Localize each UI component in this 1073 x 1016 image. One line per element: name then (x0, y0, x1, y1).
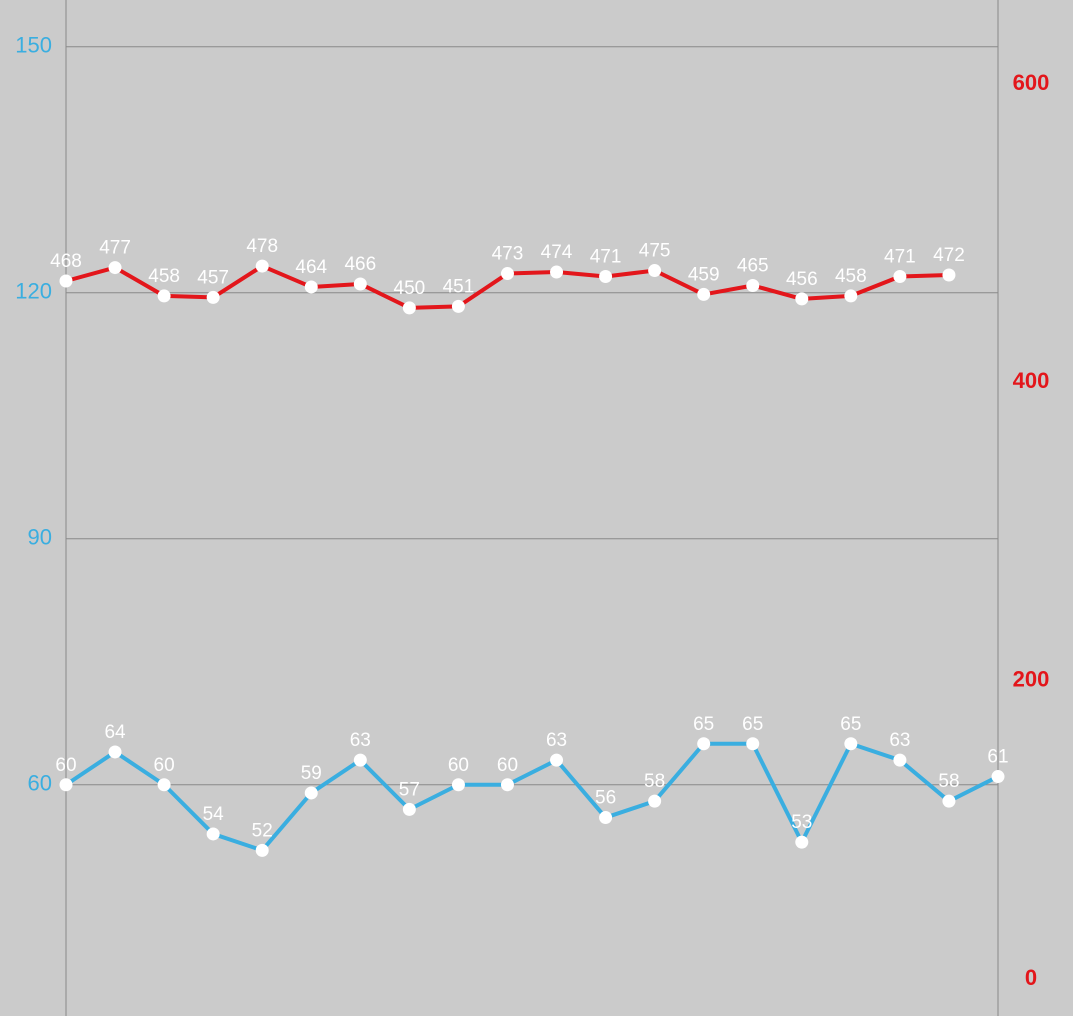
markers: 60 64 60 54 52 59 63 57 60 60 63 56 58 65 65 53 65 63 58 61… (50, 236, 1009, 857)
data-label: 451 (443, 276, 475, 297)
data-label: 474 (541, 242, 573, 263)
data-label: 472 (933, 245, 965, 266)
point-marker (255, 259, 269, 273)
data-label: 58 (644, 771, 665, 792)
data-label: 60 (55, 755, 76, 776)
point-marker (599, 270, 613, 284)
data-label: 466 (344, 254, 376, 275)
point-marker (893, 753, 907, 767)
point-marker (893, 270, 907, 284)
data-label: 459 (688, 264, 720, 285)
point-marker (746, 278, 760, 292)
point-marker (108, 261, 122, 275)
data-label: 56 (595, 788, 616, 809)
data-label: 63 (889, 730, 910, 751)
point-marker (599, 811, 613, 825)
data-label: 53 (791, 812, 812, 833)
point-marker (206, 827, 220, 841)
data-label: 57 (399, 779, 420, 800)
point-marker (304, 786, 318, 800)
point-marker (648, 794, 662, 808)
point-marker (500, 778, 514, 792)
data-label: 52 (252, 820, 273, 841)
point-marker (844, 737, 858, 751)
point-marker (648, 264, 662, 278)
y-tick-label: 90 (28, 525, 52, 550)
data-label: 65 (742, 714, 763, 735)
data-label: 478 (246, 236, 278, 257)
data-label: 60 (448, 755, 469, 776)
point-marker (991, 770, 1005, 784)
point-marker (206, 290, 220, 304)
point-marker (59, 778, 73, 792)
data-label: 458 (148, 266, 180, 287)
point-marker (402, 802, 416, 816)
point-marker (451, 299, 465, 313)
data-label: 65 (840, 714, 861, 735)
data-label: 458 (835, 266, 867, 287)
point-marker (844, 289, 858, 303)
point-marker (795, 835, 809, 849)
point-marker (500, 267, 514, 281)
data-label: 63 (546, 730, 567, 751)
point-marker (157, 778, 171, 792)
data-label: 473 (492, 244, 524, 265)
point-marker (353, 277, 367, 291)
point-marker (697, 737, 711, 751)
data-label: 471 (590, 247, 622, 268)
point-marker (59, 274, 73, 288)
point-marker (942, 268, 956, 282)
data-label: 465 (737, 255, 769, 276)
y2-tick-label: 200 (1013, 667, 1050, 692)
point-marker (402, 301, 416, 315)
data-label: 60 (497, 755, 518, 776)
point-marker (108, 745, 122, 759)
data-label: 464 (295, 257, 327, 278)
data-label: 60 (154, 755, 175, 776)
data-label: 450 (394, 278, 426, 299)
point-marker (157, 289, 171, 303)
point-marker (353, 753, 367, 767)
series-line (64, 741, 999, 853)
point-marker (697, 287, 711, 301)
data-label: 475 (639, 241, 671, 262)
data-label: 63 (350, 730, 371, 751)
data-label: 58 (938, 771, 959, 792)
point-marker (451, 778, 465, 792)
point-marker (795, 292, 809, 306)
point-marker (304, 280, 318, 294)
data-label: 457 (197, 267, 229, 288)
data-label: 59 (301, 763, 322, 784)
y-tick-label: 60 (28, 771, 52, 796)
y-tick-label: 120 (15, 279, 52, 304)
data-label: 456 (786, 269, 818, 290)
y2-tick-label: 400 (1013, 368, 1050, 393)
y2-tick-label: 600 (1013, 70, 1050, 95)
data-label: 61 (987, 747, 1008, 768)
data-label: 54 (203, 804, 225, 825)
y-tick-label: 150 (15, 33, 52, 58)
point-marker (255, 843, 269, 857)
point-marker (550, 753, 564, 767)
data-label: 471 (884, 247, 916, 268)
data-label: 64 (104, 722, 126, 743)
data-label: 65 (693, 714, 714, 735)
point-marker (942, 794, 956, 808)
y2-tick-label: 0 (1025, 965, 1037, 990)
data-label: 468 (50, 251, 82, 272)
data-label: 477 (99, 238, 131, 259)
point-marker (550, 265, 564, 279)
point-marker (746, 737, 760, 751)
